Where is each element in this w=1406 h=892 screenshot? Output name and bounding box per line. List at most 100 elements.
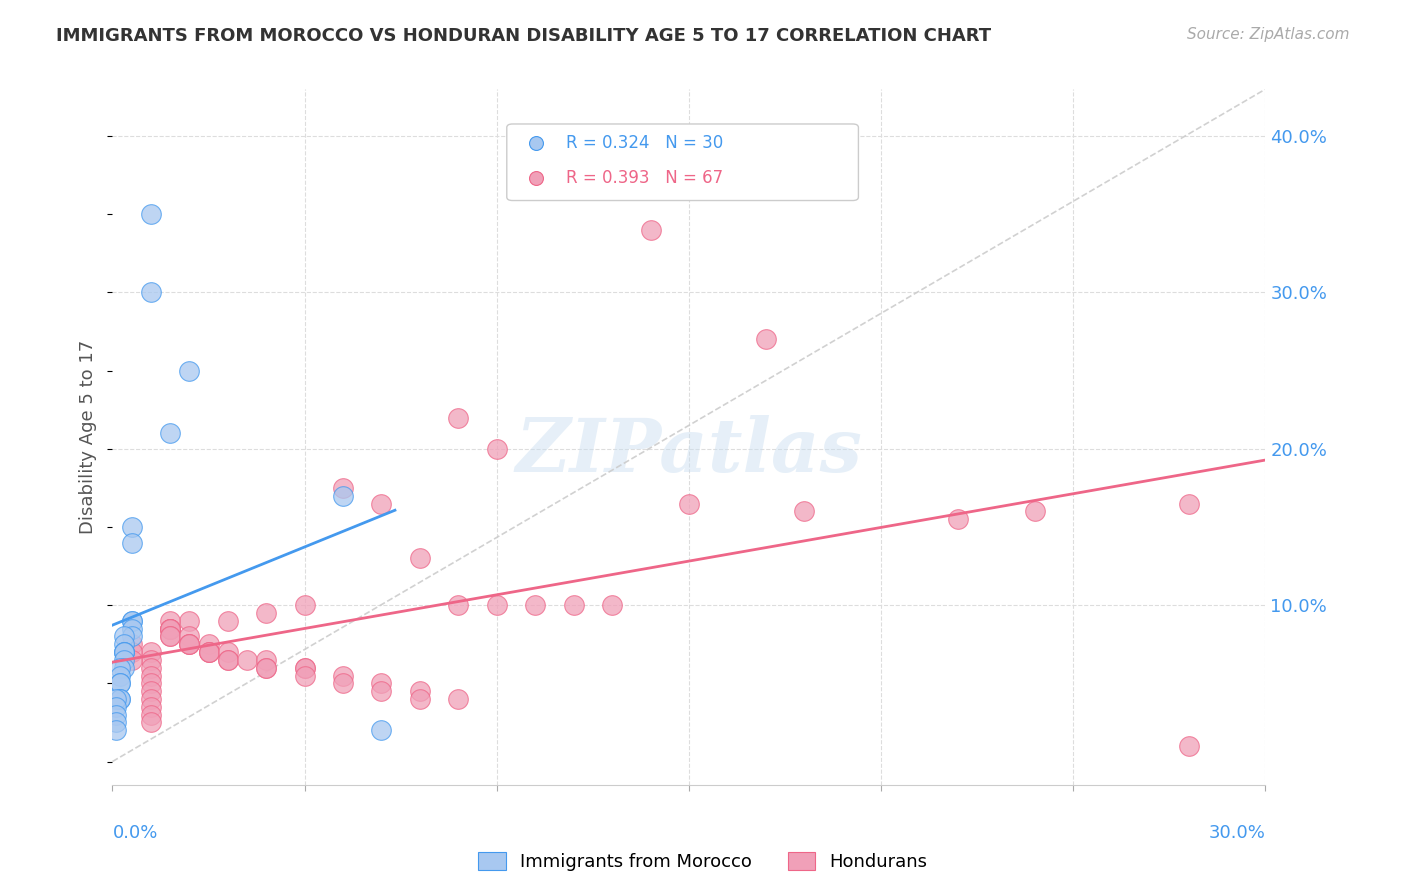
- Point: [332, 481, 354, 495]
- Point: [217, 653, 239, 667]
- Point: [332, 489, 354, 503]
- Point: [121, 614, 143, 628]
- Point: [179, 637, 201, 651]
- Point: [409, 692, 432, 706]
- Point: [485, 598, 508, 612]
- Point: [121, 637, 143, 651]
- Point: [179, 637, 201, 651]
- Point: [108, 661, 131, 675]
- Point: [294, 661, 316, 675]
- Point: [159, 622, 181, 636]
- Point: [294, 668, 316, 682]
- Point: [159, 629, 181, 643]
- Point: [179, 629, 201, 643]
- Point: [600, 598, 623, 612]
- Text: 30.0%: 30.0%: [1209, 824, 1265, 842]
- Point: [159, 614, 181, 628]
- Point: [254, 661, 277, 675]
- Point: [197, 645, 219, 659]
- Text: ZIPatlas: ZIPatlas: [516, 415, 862, 487]
- Text: Source: ZipAtlas.com: Source: ZipAtlas.com: [1187, 27, 1350, 42]
- Point: [217, 653, 239, 667]
- Point: [197, 645, 219, 659]
- Point: [370, 496, 392, 510]
- Point: [254, 606, 277, 620]
- Point: [1177, 739, 1199, 753]
- Point: [159, 622, 181, 636]
- Point: [159, 622, 181, 636]
- Point: [112, 645, 135, 659]
- Point: [108, 676, 131, 690]
- Point: [370, 723, 392, 738]
- Point: [105, 707, 128, 722]
- Point: [370, 684, 392, 698]
- Point: [294, 598, 316, 612]
- Point: [179, 614, 201, 628]
- Point: [121, 645, 143, 659]
- Point: [139, 285, 162, 300]
- Point: [121, 622, 143, 636]
- Point: [294, 661, 316, 675]
- Point: [197, 645, 219, 659]
- Text: R = 0.393   N = 67: R = 0.393 N = 67: [565, 169, 723, 186]
- Point: [121, 535, 143, 549]
- Legend: Immigrants from Morocco, Hondurans: Immigrants from Morocco, Hondurans: [471, 845, 935, 879]
- Point: [217, 645, 239, 659]
- Point: [1024, 504, 1046, 518]
- Point: [793, 504, 815, 518]
- Point: [112, 653, 135, 667]
- Y-axis label: Disability Age 5 to 17: Disability Age 5 to 17: [79, 340, 97, 534]
- FancyBboxPatch shape: [506, 124, 859, 201]
- Point: [1177, 496, 1199, 510]
- Point: [105, 715, 128, 730]
- Point: [332, 668, 354, 682]
- Point: [447, 410, 470, 425]
- Point: [159, 629, 181, 643]
- Point: [121, 614, 143, 628]
- Point: [108, 692, 131, 706]
- Point: [946, 512, 969, 526]
- Point: [121, 520, 143, 534]
- Text: R = 0.324   N = 30: R = 0.324 N = 30: [565, 134, 723, 152]
- Point: [108, 676, 131, 690]
- Point: [139, 699, 162, 714]
- Point: [108, 692, 131, 706]
- Point: [254, 661, 277, 675]
- Point: [105, 692, 128, 706]
- Point: [139, 715, 162, 730]
- Point: [112, 637, 135, 651]
- Point: [139, 645, 162, 659]
- Point: [447, 598, 470, 612]
- Point: [121, 629, 143, 643]
- Point: [112, 661, 135, 675]
- Point: [159, 426, 181, 441]
- Point: [678, 496, 700, 510]
- Point: [485, 442, 508, 456]
- Point: [112, 645, 135, 659]
- Point: [108, 668, 131, 682]
- Point: [409, 684, 432, 698]
- Point: [755, 332, 778, 346]
- Point: [105, 699, 128, 714]
- Point: [139, 707, 162, 722]
- Point: [447, 692, 470, 706]
- Point: [179, 364, 201, 378]
- Point: [409, 551, 432, 566]
- Point: [139, 692, 162, 706]
- Text: 0.0%: 0.0%: [112, 824, 157, 842]
- Point: [139, 684, 162, 698]
- Point: [139, 661, 162, 675]
- Point: [562, 598, 585, 612]
- Point: [332, 676, 354, 690]
- Point: [236, 653, 259, 667]
- Point: [179, 637, 201, 651]
- Point: [159, 622, 181, 636]
- Point: [640, 223, 662, 237]
- Point: [121, 653, 143, 667]
- Point: [105, 723, 128, 738]
- Point: [139, 207, 162, 221]
- Point: [139, 668, 162, 682]
- Point: [370, 676, 392, 690]
- Point: [217, 614, 239, 628]
- Text: IMMIGRANTS FROM MOROCCO VS HONDURAN DISABILITY AGE 5 TO 17 CORRELATION CHART: IMMIGRANTS FROM MOROCCO VS HONDURAN DISA…: [56, 27, 991, 45]
